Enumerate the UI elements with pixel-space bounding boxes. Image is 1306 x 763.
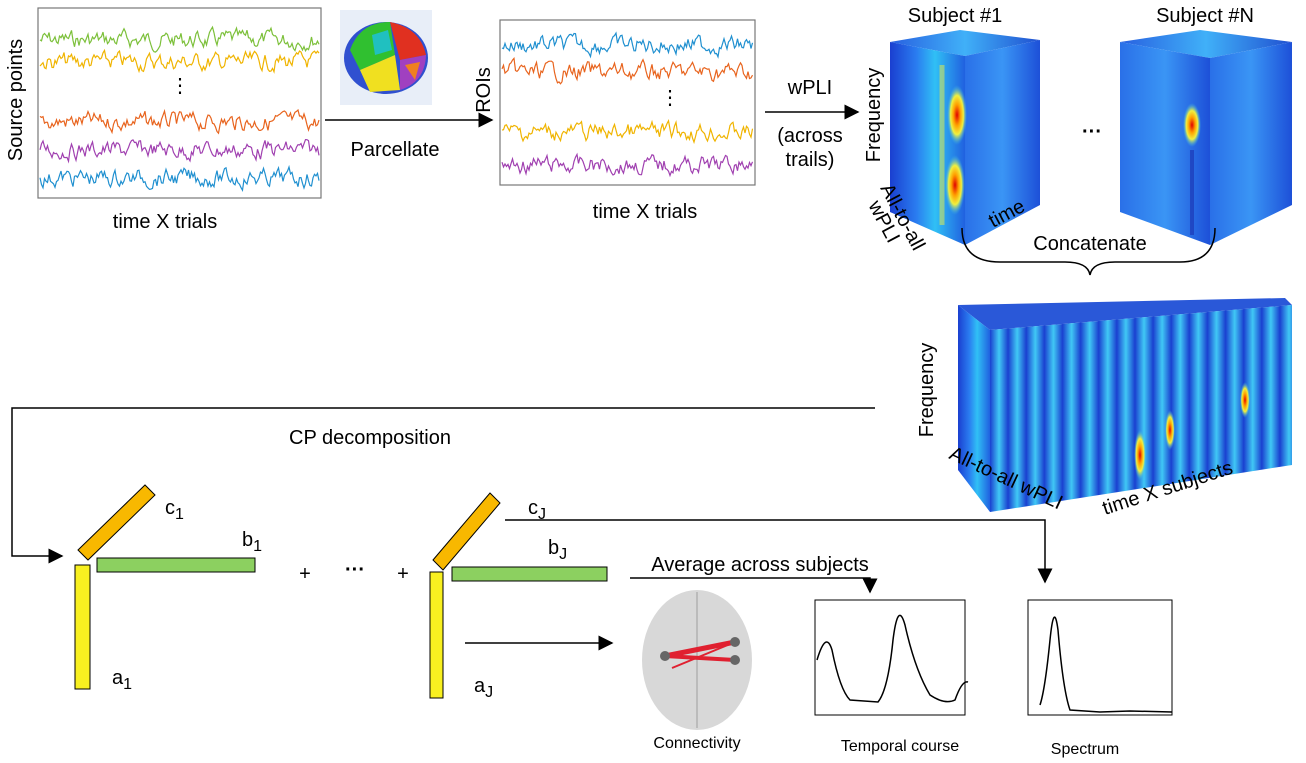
operator: +	[397, 563, 409, 585]
factor-label: b1	[242, 529, 262, 555]
wpli-note: trails)	[786, 149, 835, 171]
axis-label: Frequency	[916, 343, 938, 438]
x-label: time X trials	[113, 211, 217, 233]
y-label: Source points	[5, 39, 27, 161]
x-label: time X trials	[593, 201, 697, 223]
concatenate-label: Concatenate	[1033, 233, 1146, 255]
output-label: Temporal course	[841, 738, 959, 755]
factor-label: a1	[112, 667, 132, 693]
subject-cube	[1120, 30, 1292, 245]
factor-index: 1	[253, 538, 262, 555]
temporal-plot	[815, 600, 965, 715]
factor-label: cJ	[528, 497, 546, 523]
dots: ⋮	[170, 75, 190, 97]
factor-letter: c	[528, 497, 538, 519]
factor-letter: c	[165, 497, 175, 519]
factor-letter: b	[548, 537, 559, 559]
subject-title: Subject #1	[908, 5, 1003, 27]
subject-title: Subject #N	[1156, 5, 1254, 27]
wpli-label: wPLI	[787, 77, 832, 99]
factor-label: c1	[165, 497, 184, 523]
y-label: ROIs	[473, 67, 495, 113]
average-label: Average across subjects	[651, 554, 869, 576]
ellipsis: ···	[1082, 121, 1102, 143]
operator: +	[299, 563, 311, 585]
arrow	[630, 578, 870, 592]
operator: ···	[345, 559, 365, 581]
axis-label: Frequency	[863, 68, 885, 163]
output-label: Connectivity	[653, 735, 740, 752]
factor-index: J	[559, 546, 567, 563]
factor-label: aJ	[474, 675, 493, 701]
output-label: Spectrum	[1051, 741, 1119, 758]
figure: ⋮ Source points time X trials Parcellate…	[0, 0, 1306, 763]
brain-parcellation	[340, 10, 432, 105]
factor-index: J	[485, 684, 493, 701]
rank-one-term	[430, 493, 607, 698]
spectrum-plot	[1028, 600, 1172, 715]
parcellate-label: Parcellate	[351, 139, 440, 161]
wpli-note: (across	[777, 125, 843, 147]
connectivity-brain	[642, 590, 752, 730]
factor-letter: b	[242, 529, 253, 551]
factor-index: 1	[123, 676, 132, 693]
cp-label: CP decomposition	[289, 427, 451, 449]
factor-label: bJ	[548, 537, 567, 563]
factor-index: 1	[175, 506, 184, 523]
dots: ⋮	[660, 87, 680, 109]
